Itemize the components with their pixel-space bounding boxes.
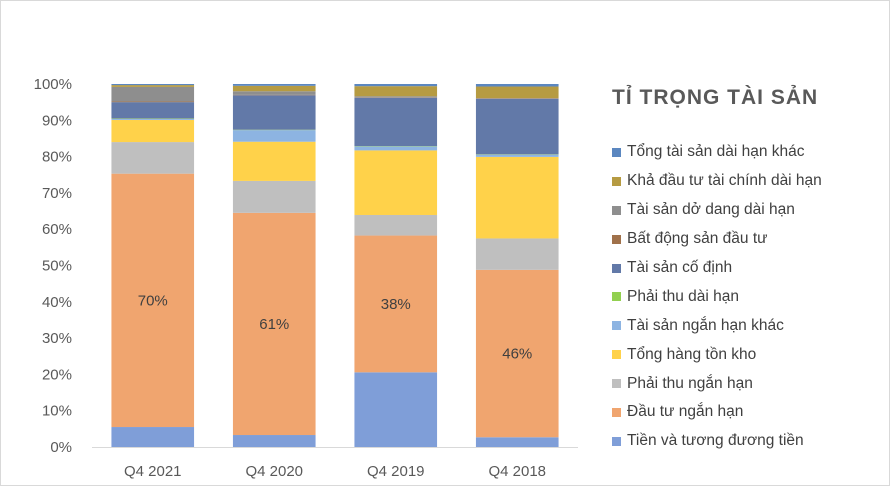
bar-segment [475,154,559,157]
y-tick-label: 40% [42,294,72,311]
bar-stack: 61% [232,84,316,447]
bar-segment [475,269,559,438]
legend-item: Tổng hàng tồn kho [612,340,822,369]
bar-segment [111,101,195,103]
bar-segment [111,142,195,174]
bar-segment [475,98,559,155]
y-tick-label: 50% [42,258,72,275]
bar-segment [354,84,438,87]
bar-segment [232,85,316,92]
bar-segment [111,85,195,87]
bar-segment [354,372,438,447]
x-tick-label: Q4 2018 [488,463,546,480]
bar-segment [232,95,316,130]
y-tick-label: 90% [42,112,72,129]
legend-label: Tổng tài sản dài hạn khác [627,143,805,161]
x-tick-label: Q4 2020 [245,463,303,480]
x-tick-label: Q4 2019 [367,463,425,480]
y-tick-label: 80% [42,149,72,166]
y-tick-label: 10% [42,403,72,420]
bar-segment [354,96,438,98]
legend-swatch [612,407,621,417]
bar-segment [232,84,316,86]
bar-segment [354,214,438,236]
bar-segment [232,212,316,436]
legend-swatch [612,321,621,331]
bar-segment [232,180,316,213]
legend-item: Tiền và tương đương tiền [612,427,822,456]
y-tick-label: 0% [50,439,72,456]
legend-item: Đầu tư ngắn hạn [612,398,822,427]
bar-segment [475,84,559,87]
legend-item: Phải thu dài hạn [612,282,822,311]
bar-segment [111,84,195,86]
legend-swatch [612,176,621,186]
bar-segment [354,146,438,151]
legend-label: Bất động sản đầu tư [627,230,768,248]
legend-swatch [612,263,621,273]
legend-label: Phải thu dài hạn [627,287,740,305]
bar-segment [475,86,559,99]
y-axis: 0% 10% 20% 30% 40% 50% 60% 70% 80% 90% 100% [34,76,72,456]
legend-item: Tổng tài sản dài hạn khác [612,138,822,167]
data-label: 70% [138,292,168,309]
y-tick-label: 100% [34,76,72,93]
legend-swatch [612,147,621,157]
x-axis: Q4 2021 Q4 2020 Q4 2019 Q4 2018 [92,447,578,480]
bar-stack: 46% [475,84,559,447]
bar-segment [232,141,316,181]
y-tick-label: 70% [42,185,72,202]
bar-segment [111,86,195,102]
legend-swatch [612,234,621,244]
legend: Tổng tài sản dài hạn khác Khả đầu tư tài … [612,138,822,456]
bar-segment [354,97,438,147]
legend-swatch [612,350,621,360]
data-label: 38% [381,296,411,313]
bar-segment [354,86,438,97]
legend-label: Tổng hàng tồn kho [627,345,757,363]
legend-swatch [612,379,621,389]
legend-label: Tài sản dở dang dài hạn [627,201,795,219]
legend-label: Tài sản cố định [627,259,733,276]
bar-stack: 38% [354,84,438,447]
bar-segment [111,173,195,428]
data-label: 46% [502,346,532,363]
legend-label: Tài sản ngắn hạn khác [627,316,784,334]
legend-label: Phải thu ngắn hạn [627,374,753,392]
bar-segment [354,235,438,373]
bars: 70% 61% 38% 46% [111,84,559,447]
legend-swatch [612,205,621,215]
legend-swatch [612,436,621,446]
bar-segment [232,91,316,95]
legend-label: Tiền và tương đương tiền [627,432,804,450]
bar-segment [111,102,195,119]
x-tick-label: Q4 2021 [124,463,182,480]
legend-item: Tài sản cố định [612,254,822,283]
legend-item: Khả đầu tư tài chính dài hạn [612,167,822,196]
bar-segment [111,118,195,120]
bar-segment [232,130,316,142]
bar-segment [354,150,438,215]
y-tick-label: 60% [42,221,72,238]
legend-label: Đầu tư ngắn hạn [627,403,744,421]
bar-segment [475,437,559,447]
legend-item: Tài sản ngắn hạn khác [612,311,822,340]
chart-title: TỈ TRỌNG TÀI SẢN [612,86,819,109]
legend-swatch [612,292,621,302]
y-tick-label: 30% [42,330,72,347]
bar-segment [475,238,559,270]
legend-item: Bất động sản đầu tư [612,225,822,254]
y-tick-label: 20% [42,366,72,383]
legend-item: Tài sản dở dang dài hạn [612,196,822,225]
bar-stack: 70% [111,84,195,447]
bar-segment [111,427,195,447]
bar-segment [232,435,316,447]
legend-label: Khả đầu tư tài chính dài hạn [627,172,822,190]
bar-segment [475,156,559,239]
legend-item: Phải thu ngắn hạn [612,369,822,398]
bar-segment [111,119,195,143]
data-label: 61% [259,316,289,333]
